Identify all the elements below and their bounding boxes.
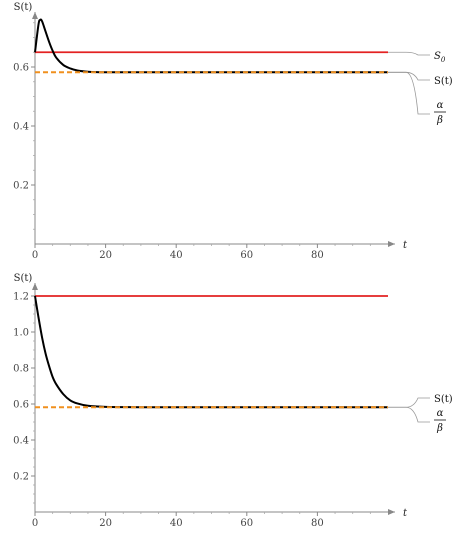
bottom-chart: S(t) t 0 20 40 60 80 0.2 0.4 0.6 0.8 1.0 1.2 S(t) αβ [13, 273, 453, 529]
legend-st: S(t) [434, 76, 453, 87]
x-tick-label: 20 [99, 250, 112, 261]
x-tick-label: 40 [170, 250, 183, 261]
y-axis-title: S(t) [14, 2, 33, 13]
top-chart: S(t) t 0 20 40 60 80 0.2 0.4 0.6 S0 S(t) αβ [13, 2, 453, 261]
y-tick-label: 0.4 [13, 436, 29, 447]
y-tick-label: 1.0 [13, 328, 29, 339]
legend-alpha: α [437, 408, 444, 419]
y-tick-label: 0.8 [13, 364, 29, 375]
x-axis-title: t [403, 240, 408, 251]
legend-s0: S0 [434, 51, 446, 64]
legend-leader-ab [388, 71, 430, 115]
y-tick-label: 0.6 [13, 400, 29, 411]
y-axis-arrow [32, 12, 38, 19]
x-axis-arrow [388, 241, 395, 247]
legend-beta: β [436, 115, 443, 126]
legend-leader-st [388, 397, 430, 408]
legend-beta: β [436, 423, 443, 434]
x-axis-arrow [388, 509, 395, 515]
y-tick-label: 0.2 [13, 472, 29, 483]
y-axis-arrow [32, 283, 38, 290]
legend-leader-s0 [388, 51, 430, 56]
series-line-st [34, 18, 388, 74]
legend-leader-ab [388, 406, 430, 423]
x-tick-label: 40 [170, 518, 183, 529]
x-tick-label: 60 [240, 250, 253, 261]
y-tick-label: 1.2 [13, 292, 29, 303]
series-line-st [34, 295, 388, 409]
x-tick-label: 0 [32, 518, 38, 529]
x-tick-label: 80 [311, 518, 324, 529]
y-tick-label: 0.2 [13, 181, 29, 192]
legend-alpha: α [437, 100, 444, 111]
x-tick-label: 80 [311, 250, 324, 261]
x-axis-title: t [403, 508, 408, 519]
y-axis-title: S(t) [14, 273, 33, 284]
y-tick-label: 0.4 [13, 122, 29, 133]
x-tick-label: 0 [32, 250, 38, 261]
y-tick-label: 0.6 [13, 63, 29, 74]
x-tick-label: 20 [99, 518, 112, 529]
legend-st: S(t) [434, 394, 453, 405]
x-tick-label: 60 [240, 518, 253, 529]
